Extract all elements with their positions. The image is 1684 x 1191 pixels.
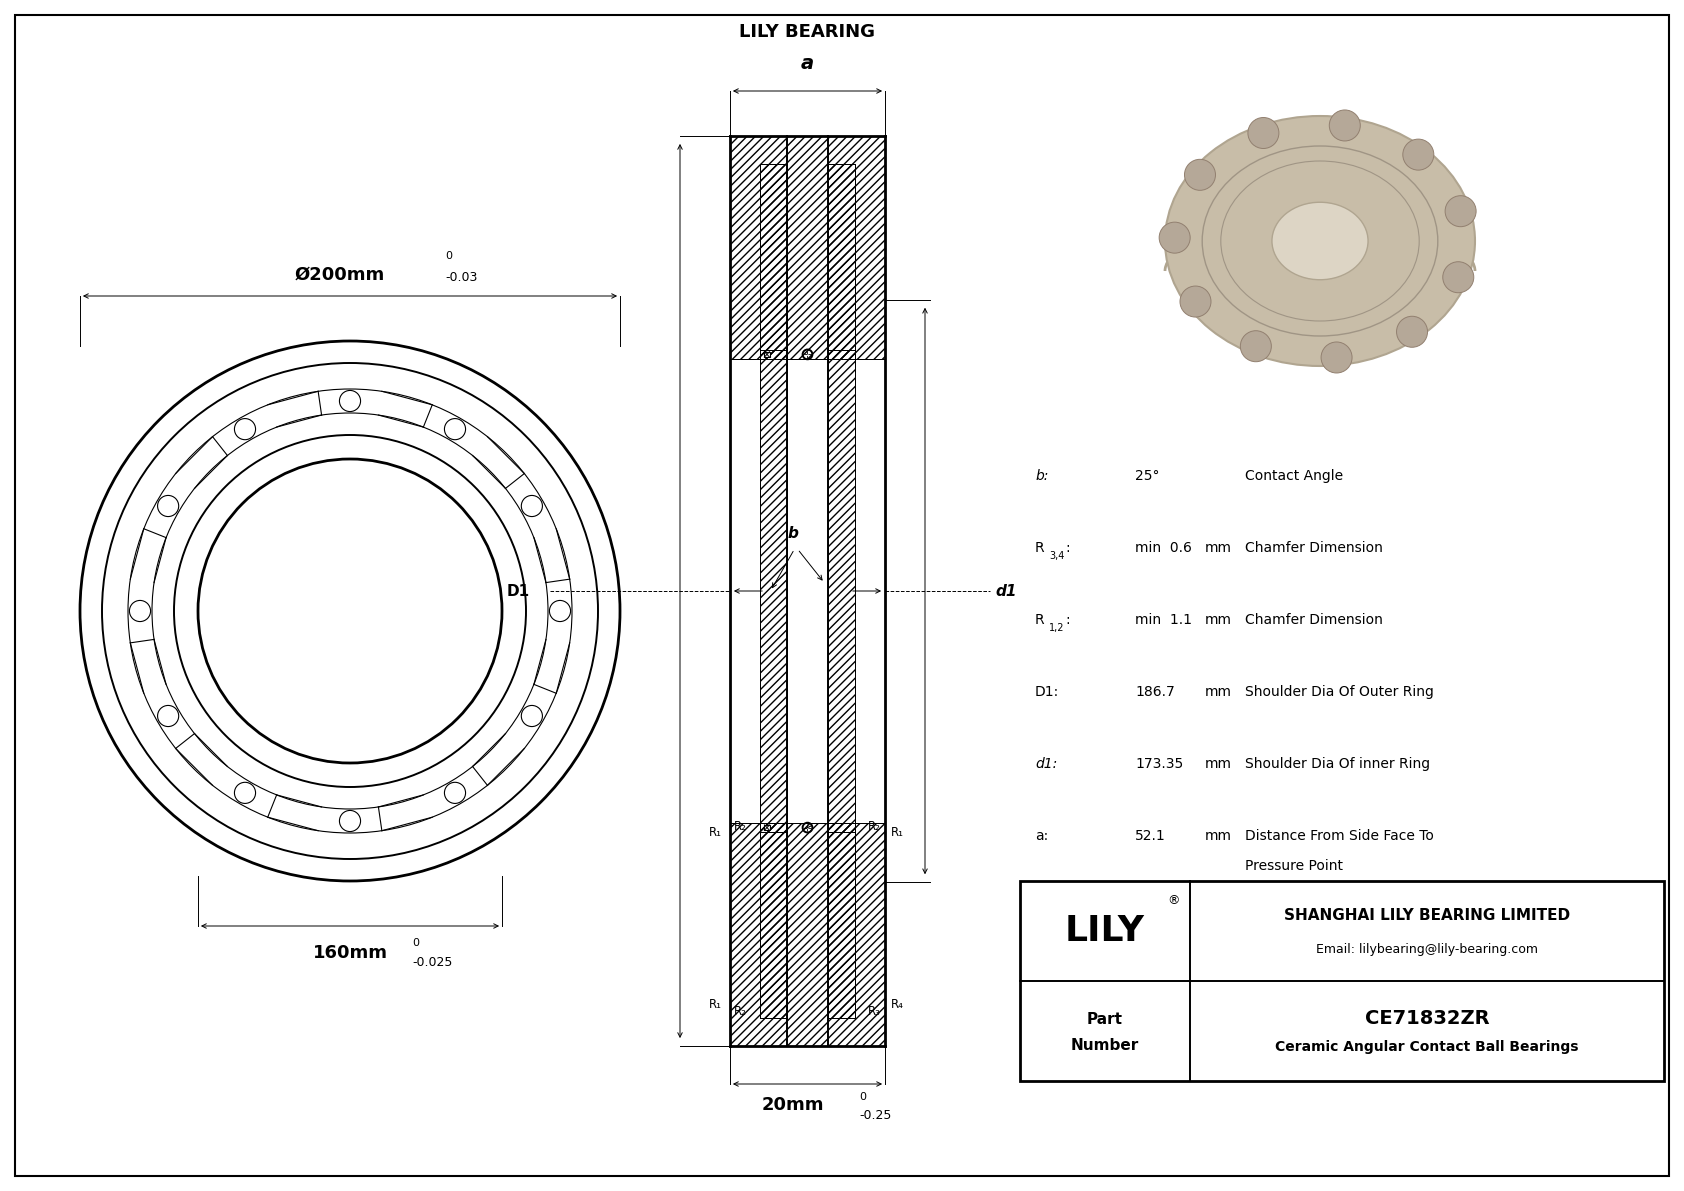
Text: 52.1: 52.1	[1135, 829, 1165, 843]
Text: Shoulder Dia Of Outer Ring: Shoulder Dia Of Outer Ring	[1244, 685, 1433, 699]
Text: Chamfer Dimension: Chamfer Dimension	[1244, 541, 1383, 555]
Text: b:: b:	[1036, 469, 1049, 484]
Text: min  0.6: min 0.6	[1135, 541, 1192, 555]
Text: R: R	[1036, 613, 1044, 626]
Circle shape	[1241, 331, 1271, 362]
Circle shape	[1248, 118, 1278, 149]
Text: 0: 0	[859, 1092, 867, 1102]
Bar	[759, 823, 788, 1018]
Text: -0.025: -0.025	[413, 956, 453, 969]
Text: R₄: R₄	[891, 998, 904, 1010]
Text: b: b	[786, 526, 798, 541]
Text: D1: D1	[507, 584, 530, 599]
Text: 0: 0	[445, 251, 451, 261]
Text: mm: mm	[1206, 829, 1233, 843]
Bar	[729, 136, 886, 358]
Bar	[759, 164, 788, 358]
Text: -0.03: -0.03	[445, 272, 477, 283]
Text: Email: lilybearing@lily-bearing.com: Email: lilybearing@lily-bearing.com	[1315, 942, 1537, 955]
Text: 173.35: 173.35	[1135, 757, 1184, 771]
Circle shape	[1445, 195, 1477, 226]
Text: Pressure Point: Pressure Point	[1244, 859, 1344, 873]
Text: R₁: R₁	[709, 827, 722, 840]
Text: LILY BEARING: LILY BEARING	[739, 23, 876, 40]
Circle shape	[1180, 286, 1211, 317]
Bar	[765, 351, 770, 357]
Circle shape	[1159, 223, 1191, 254]
Bar	[765, 825, 770, 830]
Text: Distance From Side Face To: Distance From Side Face To	[1244, 829, 1433, 843]
Text: mm: mm	[1206, 541, 1233, 555]
Text: d1: d1	[995, 584, 1017, 599]
Text: 160mm: 160mm	[313, 944, 387, 962]
Bar	[759, 823, 788, 1018]
Bar	[827, 823, 855, 1018]
Ellipse shape	[1165, 116, 1475, 366]
Text: :: :	[1064, 541, 1069, 555]
Text: :: :	[1064, 613, 1069, 626]
Text: a:: a:	[1036, 829, 1047, 843]
Text: 186.7: 186.7	[1135, 685, 1175, 699]
Text: R₂: R₂	[869, 819, 881, 833]
Text: R₁: R₁	[709, 998, 722, 1010]
Bar	[759, 350, 788, 833]
Text: 20mm: 20mm	[761, 1096, 823, 1114]
Ellipse shape	[1271, 202, 1367, 280]
Text: Part: Part	[1086, 1011, 1123, 1027]
Text: SHANGHAI LILY BEARING LIMITED: SHANGHAI LILY BEARING LIMITED	[1283, 909, 1569, 923]
Bar	[759, 350, 788, 833]
Text: 25°: 25°	[1135, 469, 1160, 484]
Text: Contact Angle: Contact Angle	[1244, 469, 1344, 484]
Text: Ceramic Angular Contact Ball Bearings: Ceramic Angular Contact Ball Bearings	[1275, 1040, 1580, 1054]
Text: R₂: R₂	[734, 1005, 748, 1018]
Text: Ø200mm: Ø200mm	[295, 266, 386, 283]
Text: mm: mm	[1206, 613, 1233, 626]
Text: ®: ®	[1167, 894, 1179, 908]
Text: -0.25: -0.25	[859, 1109, 893, 1122]
Bar	[729, 136, 886, 358]
Text: Chamfer Dimension: Chamfer Dimension	[1244, 613, 1383, 626]
Bar	[827, 350, 855, 833]
Text: CE71832ZR: CE71832ZR	[1364, 1010, 1489, 1029]
Text: 3,4: 3,4	[1049, 551, 1064, 561]
Text: 0: 0	[413, 939, 419, 948]
Text: R₃: R₃	[869, 1005, 881, 1018]
Bar	[729, 823, 886, 1046]
Circle shape	[1443, 262, 1474, 293]
Text: D1:: D1:	[1036, 685, 1059, 699]
Text: Shoulder Dia Of inner Ring: Shoulder Dia Of inner Ring	[1244, 757, 1430, 771]
Bar	[827, 164, 855, 358]
Text: R₁: R₁	[891, 827, 904, 840]
Text: a: a	[802, 54, 813, 73]
Text: Number: Number	[1071, 1037, 1138, 1053]
Text: R: R	[1036, 541, 1044, 555]
Text: mm: mm	[1206, 757, 1233, 771]
Bar	[827, 350, 855, 833]
Text: LILY: LILY	[1064, 913, 1145, 948]
Text: min  1.1: min 1.1	[1135, 613, 1192, 626]
Bar	[759, 164, 788, 358]
Bar	[729, 823, 886, 1046]
Circle shape	[1329, 110, 1361, 141]
Circle shape	[1184, 160, 1216, 191]
Circle shape	[1396, 317, 1428, 348]
Bar	[827, 164, 855, 358]
Bar	[827, 823, 855, 1018]
Text: d1:: d1:	[1036, 757, 1058, 771]
Text: mm: mm	[1206, 685, 1233, 699]
Text: 1,2: 1,2	[1049, 623, 1064, 632]
Bar	[1021, 881, 1664, 1081]
Text: R₂: R₂	[734, 819, 748, 833]
Circle shape	[1320, 342, 1352, 373]
Circle shape	[1403, 139, 1433, 170]
